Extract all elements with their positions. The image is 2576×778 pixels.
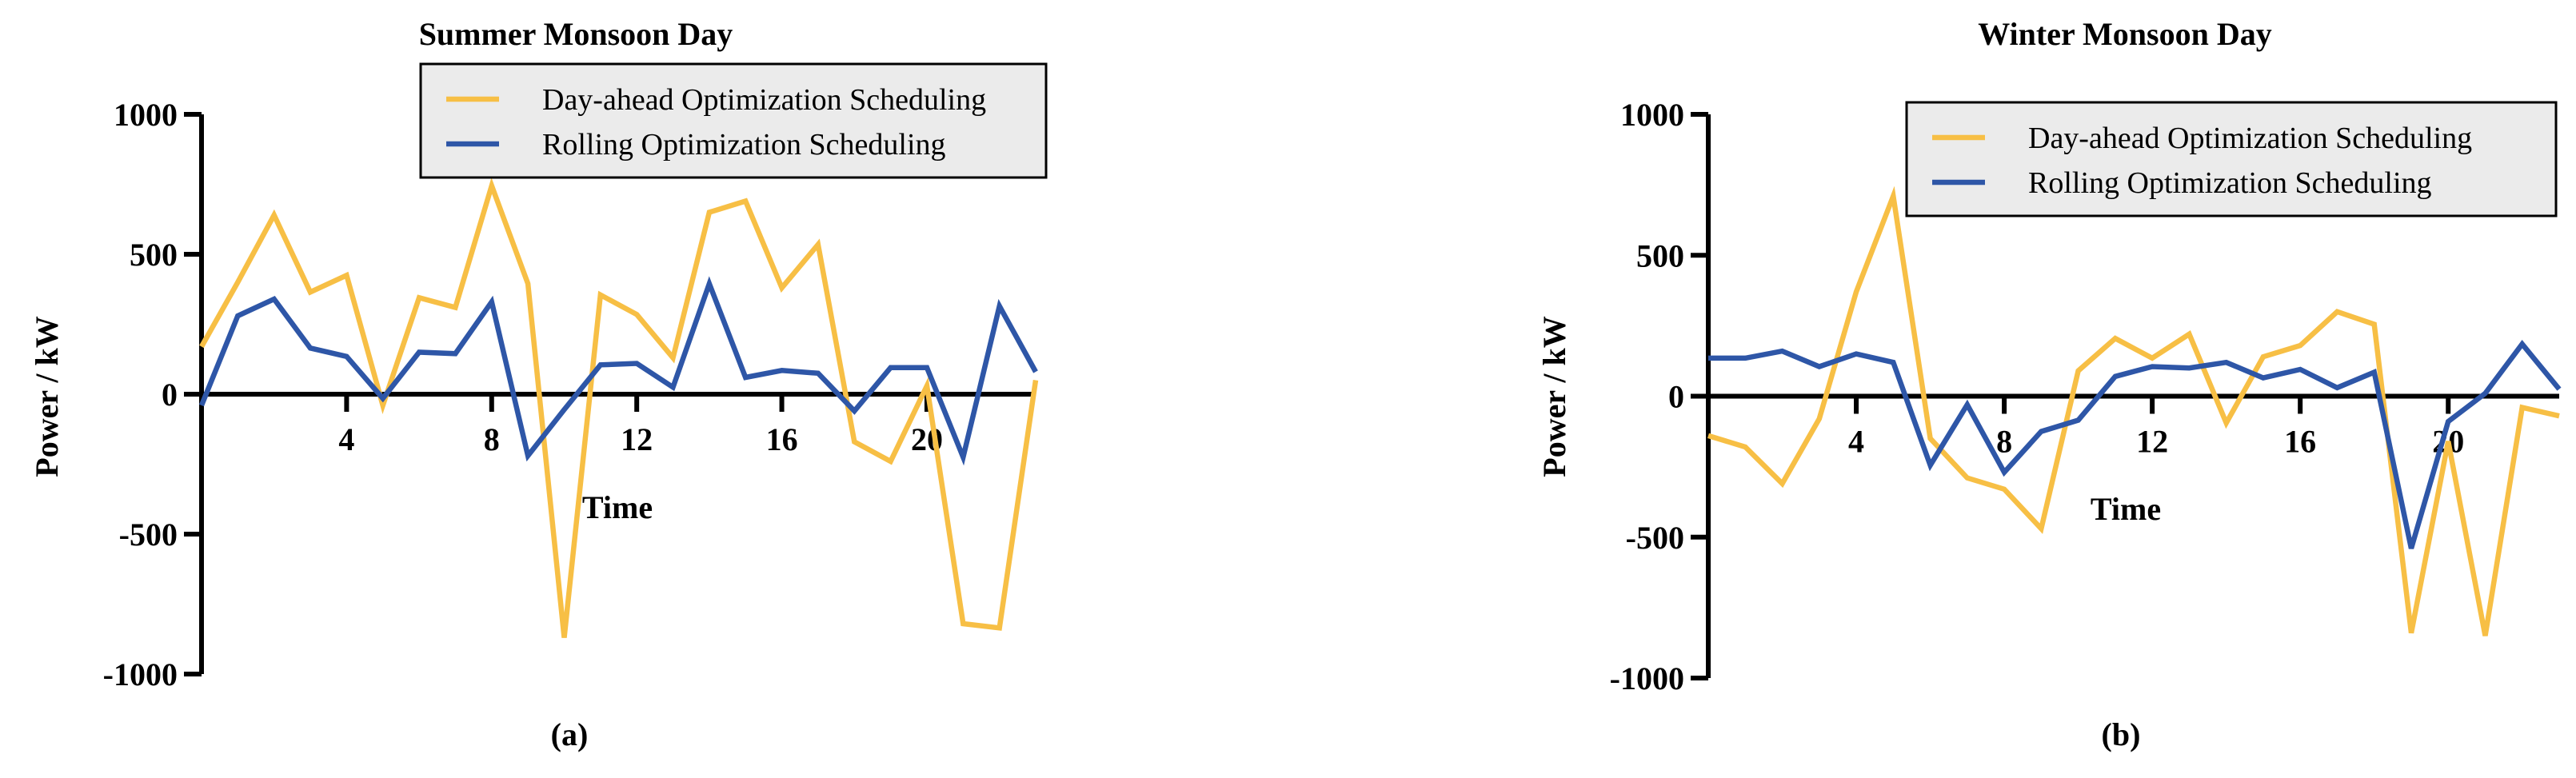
y-tick-label: -500 bbox=[119, 517, 178, 553]
panel-label: (a) bbox=[551, 716, 589, 752]
legend-label: Rolling Optimization Scheduling bbox=[2028, 166, 2432, 200]
x-axis-label: Time bbox=[582, 489, 653, 525]
chart-title: Winter Monsoon Day bbox=[1978, 16, 2271, 52]
legend-box bbox=[419, 62, 1048, 179]
series-group bbox=[198, 178, 1039, 638]
panel-label: (b) bbox=[2102, 716, 2141, 752]
legend-label: Day-ahead Optimization Scheduling bbox=[542, 83, 986, 117]
series-line-rolling bbox=[1708, 340, 2562, 549]
x-tick-label: 8 bbox=[484, 421, 500, 457]
legend: Day-ahead Optimization Scheduling Rolling… bbox=[1905, 101, 2558, 217]
y-tick-label: -1000 bbox=[1610, 660, 1684, 696]
y-tick-label: 0 bbox=[162, 377, 178, 413]
series-group bbox=[1707, 186, 2562, 636]
legend-box bbox=[1905, 101, 2558, 217]
y-tick-label: -500 bbox=[1626, 520, 1684, 556]
y-tick-label: -1000 bbox=[103, 656, 178, 692]
y-tick-label: 1000 bbox=[1620, 97, 1684, 133]
y-tick-label: 1000 bbox=[114, 97, 178, 133]
x-tick-label: 4 bbox=[338, 421, 354, 457]
x-tick-label: 16 bbox=[2284, 424, 2316, 460]
legend: Day-ahead Optimization Scheduling Rolling… bbox=[419, 62, 1048, 179]
series-line-rolling bbox=[198, 276, 1038, 466]
chart-title: Summer Monsoon Day bbox=[419, 16, 733, 52]
chart-panel-summer: Summer Monsoon Day Power / kW 1000 500 0 -5… bbox=[29, 16, 1048, 752]
series-line-day-ahead bbox=[199, 178, 1039, 638]
legend-label: Rolling Optimization Scheduling bbox=[542, 128, 946, 162]
x-tick-label: 12 bbox=[621, 421, 653, 457]
y-axis-label: Power / kW bbox=[1536, 316, 1572, 477]
legend-label: Day-ahead Optimization Scheduling bbox=[2028, 122, 2472, 155]
x-tick-label: 12 bbox=[2136, 424, 2168, 460]
x-tick-label: 16 bbox=[766, 421, 798, 457]
x-tick-label: 8 bbox=[1996, 424, 2012, 460]
series-line-day-ahead bbox=[1707, 186, 2560, 636]
y-axis-label: Power / kW bbox=[29, 316, 65, 477]
x-tick-label: 4 bbox=[1848, 424, 1864, 460]
y-tick-label: 500 bbox=[1636, 237, 1684, 273]
x-axis-label: Time bbox=[2091, 491, 2161, 527]
y-tick-label: 500 bbox=[130, 237, 178, 273]
y-tick-label: 0 bbox=[1668, 379, 1684, 415]
chart-panel-winter: Winter Monsoon Day Power / kW 1000 500 0 -5… bbox=[1536, 16, 2562, 752]
